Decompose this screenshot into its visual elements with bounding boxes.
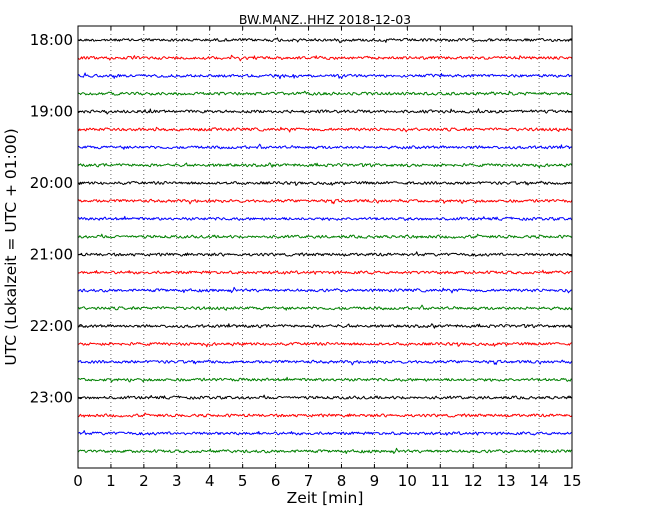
trace-line	[77, 341, 573, 348]
y-tick-label: 23:00	[30, 389, 73, 407]
trace-line	[77, 269, 573, 275]
x-tick-label: 12	[464, 472, 483, 490]
x-tick-label: 7	[304, 472, 314, 490]
trace-line	[77, 143, 573, 150]
trace-line	[77, 394, 573, 400]
trace-line	[77, 286, 573, 294]
x-tick-label: 8	[337, 472, 347, 490]
plot-frame	[77, 25, 573, 469]
trace-line	[78, 37, 573, 44]
trace-line	[77, 251, 573, 257]
x-tick-label: 3	[172, 472, 182, 490]
trace-line	[77, 162, 573, 169]
trace-line	[77, 90, 573, 96]
y-axis-ticks: 18:00 19:00 20:00 21:00 22:00 23:00	[30, 31, 572, 407]
y-tick-label: 20:00	[30, 174, 73, 192]
trace-line	[77, 72, 573, 80]
trace-line	[77, 447, 573, 454]
x-axis-label: Zeit [min]	[287, 489, 364, 507]
x-tick-label: 0	[73, 472, 83, 490]
trace-line	[77, 198, 573, 205]
x-tick-label: 10	[398, 472, 417, 490]
x-tick-label: 2	[139, 472, 149, 490]
trace-line	[77, 126, 573, 133]
trace-line	[77, 180, 573, 186]
trace-line	[77, 215, 573, 221]
trace-line	[77, 359, 573, 366]
trace-line	[77, 233, 573, 239]
x-tick-label: 11	[431, 472, 450, 490]
trace-line	[77, 412, 573, 418]
chart-title: BW.MANZ..HHZ 2018-12-03	[239, 12, 411, 27]
x-tick-label: 4	[205, 472, 215, 490]
x-tick-label: 13	[497, 472, 516, 490]
trace-line	[77, 304, 573, 311]
trace-line	[77, 108, 573, 115]
y-tick-label: 22:00	[30, 317, 73, 335]
trace-line	[77, 54, 573, 62]
x-tick-label: 14	[530, 472, 549, 490]
y-tick-label: 18:00	[30, 31, 73, 49]
trace-line	[77, 323, 572, 329]
y-tick-label: 19:00	[30, 103, 73, 121]
y-axis-label: UTC (Lokalzeit = UTC + 01:00)	[2, 128, 20, 365]
traces-group	[77, 37, 573, 454]
x-axis-ticks: 0 1 2 3 4 5 6 7 8 9 10 11 12 13 14 15	[73, 26, 582, 490]
grid-lines	[110, 26, 540, 468]
x-tick-label: 1	[106, 472, 116, 490]
trace-line	[77, 430, 573, 436]
x-tick-label: 9	[370, 472, 380, 490]
x-tick-label: 6	[271, 472, 281, 490]
plot-background	[78, 26, 572, 468]
x-tick-label: 5	[238, 472, 248, 490]
y-tick-label: 21:00	[30, 246, 73, 264]
trace-line	[77, 376, 573, 383]
x-tick-label: 15	[562, 472, 581, 490]
